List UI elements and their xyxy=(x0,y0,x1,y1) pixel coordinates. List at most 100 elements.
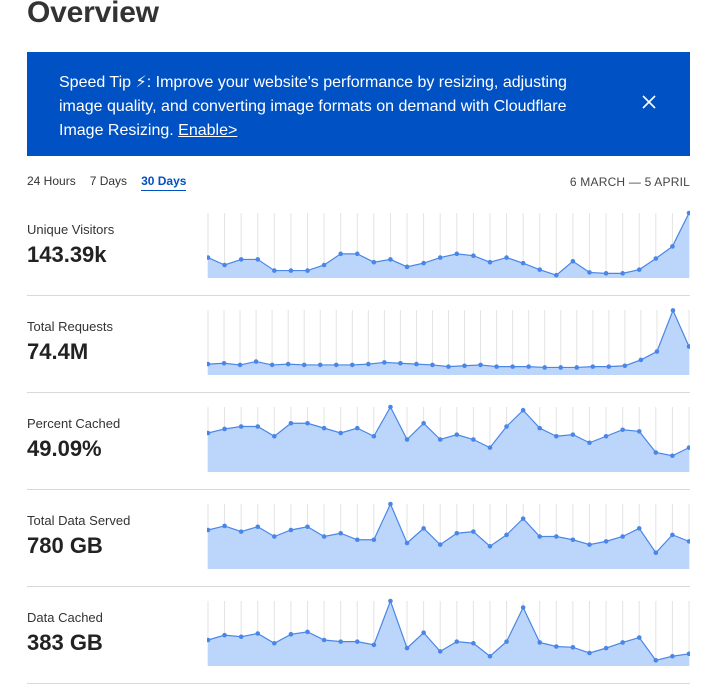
data-point xyxy=(537,534,543,539)
data-point xyxy=(288,527,294,533)
data-point xyxy=(653,450,659,455)
data-point xyxy=(321,425,327,431)
data-point xyxy=(487,259,493,265)
data-point xyxy=(590,364,596,369)
data-point xyxy=(620,271,625,276)
data-point xyxy=(554,644,559,649)
speed-tip-banner: Speed Tip ⚡: Improve your website's perf… xyxy=(27,52,690,156)
data-point xyxy=(670,453,675,459)
data-point xyxy=(636,429,642,434)
data-point xyxy=(587,650,592,656)
data-point xyxy=(587,270,592,275)
sparkline-line xyxy=(207,405,690,457)
data-point xyxy=(603,645,609,651)
data-point xyxy=(487,653,493,659)
data-point xyxy=(686,344,690,349)
data-point xyxy=(222,523,227,529)
sparkline-area xyxy=(208,601,689,666)
data-point xyxy=(620,640,625,645)
data-point xyxy=(272,268,277,273)
sparkline-line xyxy=(207,212,690,276)
data-point xyxy=(207,430,211,436)
data-point xyxy=(288,632,294,637)
enable-link[interactable]: Enable> xyxy=(178,122,238,139)
data-point xyxy=(421,420,426,426)
data-point xyxy=(255,631,261,636)
data-point xyxy=(272,640,277,646)
data-point xyxy=(570,537,576,543)
data-point xyxy=(537,425,543,431)
data-point xyxy=(487,543,493,549)
data-point xyxy=(338,639,343,644)
data-point xyxy=(437,255,443,260)
data-point xyxy=(471,253,476,259)
data-point xyxy=(537,640,543,645)
data-point xyxy=(398,360,403,366)
metric-value: 383 GB xyxy=(27,630,103,655)
date-range: 6 MARCH — 5 APRIL xyxy=(569,175,690,189)
data-point xyxy=(421,630,426,635)
data-point xyxy=(388,598,393,604)
data-point xyxy=(504,255,509,260)
data-point xyxy=(504,639,509,644)
data-point xyxy=(636,635,642,640)
data-point xyxy=(321,534,327,539)
data-point xyxy=(462,363,467,369)
metric-row-percent-cached[interactable]: Percent Cached 49.09% xyxy=(27,393,690,490)
data-point xyxy=(636,267,642,272)
data-point xyxy=(620,534,625,539)
data-point xyxy=(570,645,576,650)
data-point xyxy=(253,359,259,364)
data-point xyxy=(350,362,355,368)
metric-label: Data Cached xyxy=(27,610,103,625)
data-point xyxy=(510,364,515,369)
sparkline-chart xyxy=(207,210,690,278)
data-point xyxy=(520,516,526,521)
sparkline-area xyxy=(208,504,689,569)
data-point xyxy=(537,267,543,272)
data-point xyxy=(574,365,580,370)
data-point xyxy=(272,433,277,439)
data-point xyxy=(554,534,559,539)
data-point xyxy=(338,251,343,257)
data-point xyxy=(221,360,227,366)
metric-row-data-cached[interactable]: Data Cached 383 GB xyxy=(27,587,690,684)
metric-row-total-data-served[interactable]: Total Data Served 780 GB xyxy=(27,490,690,587)
data-point xyxy=(404,264,410,270)
data-point xyxy=(471,640,476,646)
data-point xyxy=(255,524,261,530)
metric-row-unique-visitors[interactable]: Unique Visitors 143.39k xyxy=(27,199,690,296)
tab-7-days[interactable]: 7 Days xyxy=(89,174,128,188)
tab-30-days[interactable]: 30 Days xyxy=(141,174,187,191)
data-point xyxy=(222,632,227,638)
data-point xyxy=(371,642,377,648)
data-point xyxy=(237,362,243,368)
metric-value: 74.4M xyxy=(27,339,89,364)
data-point xyxy=(670,653,675,659)
data-point xyxy=(404,645,410,651)
data-point xyxy=(446,364,451,369)
data-point xyxy=(437,542,443,547)
data-point xyxy=(454,251,460,257)
data-point xyxy=(371,259,377,265)
data-point xyxy=(305,524,310,530)
data-point xyxy=(606,364,612,369)
data-point xyxy=(388,404,393,410)
data-point xyxy=(404,437,410,442)
data-point xyxy=(670,532,675,538)
page-title: Overview xyxy=(27,0,159,29)
data-point xyxy=(354,639,360,644)
data-point xyxy=(333,362,339,368)
sparkline-area xyxy=(208,407,689,472)
data-point xyxy=(414,361,419,367)
data-point xyxy=(554,433,559,439)
data-point xyxy=(421,526,426,531)
metric-row-total-requests[interactable]: Total Requests 74.4M xyxy=(27,296,690,393)
data-point xyxy=(272,534,277,539)
tab-24-hours[interactable]: 24 Hours xyxy=(27,174,76,188)
data-point xyxy=(638,357,644,363)
close-icon[interactable] xyxy=(640,93,658,111)
data-point xyxy=(653,658,659,663)
sparkline-chart xyxy=(207,404,690,472)
data-point xyxy=(305,420,310,426)
